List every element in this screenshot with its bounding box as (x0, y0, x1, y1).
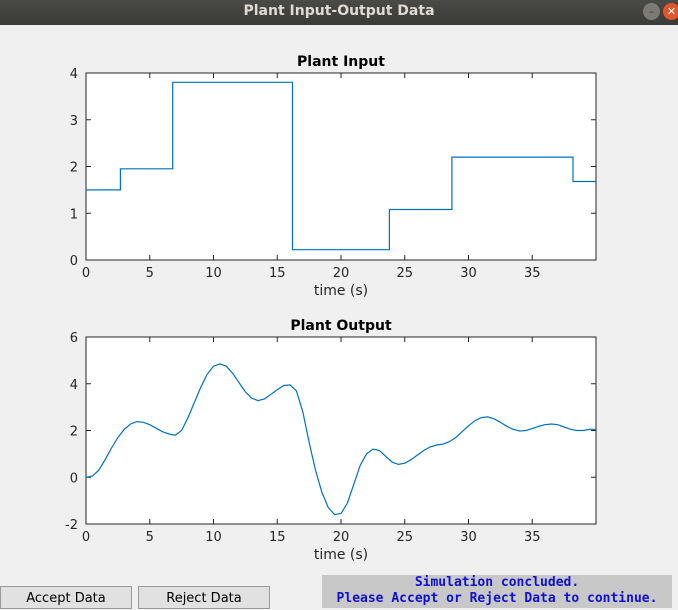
y-tick-label: 6 (70, 331, 78, 346)
x-tick-label: 15 (269, 530, 286, 545)
x-tick-label: 35 (524, 530, 541, 545)
chart-title: Plant Input (297, 54, 385, 70)
x-tick-label: 30 (460, 266, 477, 281)
y-tick-label: 3 (70, 114, 78, 129)
close-icon[interactable]: ✕ (663, 3, 678, 20)
series-line (85, 363, 596, 516)
status-line-2: Please Accept or Reject Data to continue… (336, 591, 658, 606)
minimize-icon[interactable]: – (643, 3, 660, 20)
x-tick-label: 25 (396, 266, 413, 281)
status-message: Simulation concluded. Please Accept or R… (322, 575, 672, 608)
x-tick-label: 0 (82, 266, 90, 281)
x-tick-label: 0 (82, 530, 90, 545)
y-tick-label: -2 (65, 518, 78, 533)
figure-area: Plant Input 0 5 10 15 20 25 30 35 0 1 2 3 4 time (s) Pl… (0, 25, 678, 610)
x-tick-label: 25 (396, 530, 413, 545)
status-line-1: Simulation concluded. (414, 575, 580, 590)
x-tick-label: 5 (146, 266, 154, 281)
chart-2: Plant Output 0 5 10 15 20 25 30 35 -2 0 2 4 6 time (s) (65, 318, 597, 563)
x-axis-label: time (s) (314, 283, 368, 299)
x-tick-label: 20 (333, 530, 350, 545)
window-title: Plant Input-Output Data (243, 3, 435, 19)
plot-area (85, 336, 597, 525)
y-tick-label: 1 (70, 207, 78, 222)
reject-data-button[interactable]: Reject Data (138, 586, 270, 609)
y-tick-label: 0 (70, 471, 78, 486)
x-tick-label: 5 (146, 530, 154, 545)
y-tick-label: 2 (70, 161, 78, 176)
chart-title: Plant Output (290, 318, 392, 334)
x-tick-label: 30 (460, 530, 477, 545)
x-tick-label: 15 (269, 266, 286, 281)
x-axis-label: time (s) (314, 547, 368, 563)
x-tick-label: 10 (205, 530, 222, 545)
x-tick-label: 20 (333, 266, 350, 281)
y-tick-label: 0 (70, 254, 78, 269)
x-tick-label: 10 (205, 266, 222, 281)
series-line (86, 81, 596, 251)
plot-area (85, 72, 597, 261)
y-tick-label: 2 (70, 425, 78, 440)
y-tick-label: 4 (70, 378, 78, 393)
y-tick-label: 4 (70, 67, 78, 82)
accept-data-button[interactable]: Accept Data (0, 586, 132, 609)
chart-1: Plant Input 0 5 10 15 20 25 30 35 0 1 2 3 4 time (s) (70, 54, 597, 299)
title-bar: Plant Input-Output Data – ✕ (0, 0, 678, 25)
x-tick-label: 35 (524, 266, 541, 281)
